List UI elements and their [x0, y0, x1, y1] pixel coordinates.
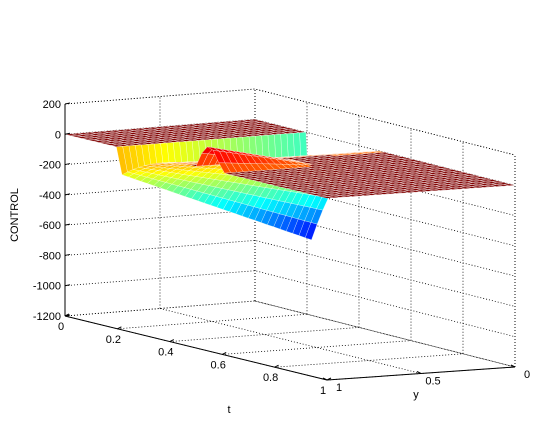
z-tick-label: -400: [39, 190, 61, 202]
y-axis-label: y: [413, 389, 419, 401]
t-tick-label: 1: [320, 385, 326, 397]
grid-line-t-floor: [170, 327, 359, 341]
z-tick: [65, 285, 70, 286]
z-axis-label: CONTROL: [9, 188, 21, 242]
y-tick-label: 0.5: [425, 376, 440, 388]
grid-line-z: [65, 271, 515, 337]
t-tick-label: 0.2: [106, 334, 121, 346]
t-tick-label: 0.6: [211, 359, 226, 371]
z-tick-label: -200: [39, 160, 61, 172]
z-tick-label: 0: [55, 129, 61, 141]
z-tick: [65, 103, 70, 104]
grid-line-y-floor: [160, 309, 421, 374]
control-surface: [65, 119, 515, 240]
z-tick-label: -600: [39, 220, 61, 232]
grid-line-z: [65, 301, 515, 367]
z-tick-label: 200: [43, 99, 61, 111]
z-tick: [65, 194, 70, 195]
t-tick-label: 0.4: [158, 347, 173, 359]
t-tick-label: 0: [58, 321, 64, 333]
z-tick-label: -1000: [33, 281, 61, 293]
grid-line-z: [65, 240, 515, 306]
y-tick-label: 0: [524, 369, 530, 381]
grid-line-t-floor: [222, 341, 411, 355]
z-tick-label: -1200: [33, 311, 61, 323]
z-tick-label: -800: [39, 250, 61, 262]
y-tick-label: 1: [336, 382, 342, 394]
t-tick-label: 0.8: [263, 372, 278, 384]
grid-line-t-floor: [117, 314, 307, 329]
z-tick: [65, 164, 70, 165]
z-tick: [65, 224, 70, 225]
grid-line-t-floor: [275, 354, 463, 367]
x-axis-label: t: [227, 404, 230, 416]
t-axis-line: [65, 316, 327, 380]
z-tick: [65, 254, 70, 255]
